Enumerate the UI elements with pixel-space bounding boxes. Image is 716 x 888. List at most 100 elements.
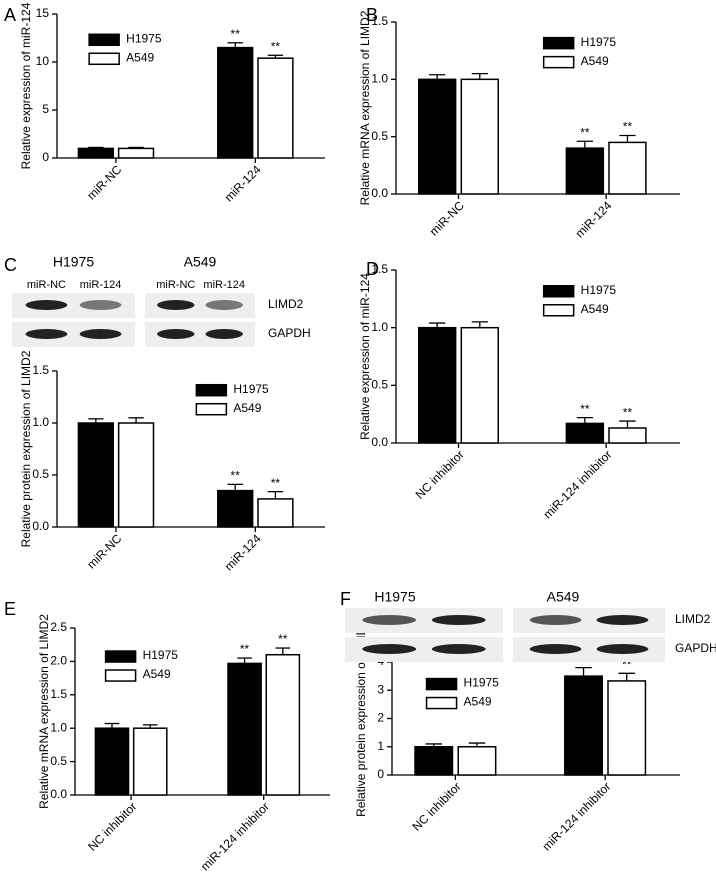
significance-label: ** xyxy=(240,642,250,656)
bar xyxy=(607,680,647,776)
bar xyxy=(608,141,647,195)
y-tick-label: 2 xyxy=(377,711,384,725)
legend-label: A549 xyxy=(464,695,492,709)
legend-swatch xyxy=(195,402,228,416)
legend-swatch xyxy=(542,55,575,69)
bar xyxy=(94,727,130,796)
y-tick-label: 0.5 xyxy=(371,378,388,392)
blot-lane-label: miR-NC xyxy=(27,279,66,291)
legend-swatch xyxy=(425,677,458,691)
bar xyxy=(77,147,115,159)
x-tick-label: miR-124 inhibitor xyxy=(539,779,613,853)
significance-label: ** xyxy=(278,632,288,646)
blot-band xyxy=(79,300,122,310)
y-tick-label: 15 xyxy=(36,6,50,20)
bar xyxy=(564,675,603,776)
blot-group-label: H1975 xyxy=(374,589,415,605)
blot-band xyxy=(431,644,486,654)
blot-lane-label: miR-NC xyxy=(156,279,195,291)
y-tick-label: 0.0 xyxy=(50,787,67,801)
blot-lane-label: miR-124 xyxy=(203,279,245,291)
blot-lane-label: miR-124 xyxy=(80,279,122,291)
y-tick-label: 0 xyxy=(377,767,384,781)
y-tick-label: 0.5 xyxy=(50,754,67,768)
legend-label: A549 xyxy=(143,667,171,681)
significance-label: ** xyxy=(623,120,633,134)
blot-band xyxy=(205,300,243,310)
y-tick-label: 0.0 xyxy=(32,519,49,533)
blot-band xyxy=(362,615,417,625)
legend-label: H1975 xyxy=(143,648,179,662)
legend-label: H1975 xyxy=(233,382,269,396)
y-tick-label: 3 xyxy=(377,682,384,696)
bar xyxy=(77,422,115,528)
significance-label: ** xyxy=(623,405,633,419)
y-tick-label: 1.5 xyxy=(32,363,49,377)
x-tick-label: miR-124 inhibitor xyxy=(540,447,614,521)
legend-label: H1975 xyxy=(464,676,500,690)
y-axis-label: Relative expression of miR-124 xyxy=(358,273,372,440)
x-tick-label: NC inhibitor xyxy=(85,799,139,853)
bar xyxy=(257,57,294,159)
y-tick-label: 1.5 xyxy=(371,14,388,28)
panel-label: F xyxy=(340,589,351,609)
significance-label: ** xyxy=(271,39,281,53)
bar xyxy=(608,427,647,444)
blot-group-label: A549 xyxy=(184,254,217,270)
legend-swatch xyxy=(542,285,575,298)
legend-swatch xyxy=(88,52,120,66)
y-tick-label: 1.5 xyxy=(371,262,388,276)
y-axis-label: Relative protein expression of LIMD2 xyxy=(19,350,33,547)
y-tick-label: 10 xyxy=(36,54,50,68)
x-tick-label: NC inhibitor xyxy=(413,447,467,501)
blot-band-label: GAPDH xyxy=(268,326,311,340)
x-tick-label: NC inhibitor xyxy=(409,779,463,833)
y-tick-label: 0.5 xyxy=(371,129,388,143)
blot-band xyxy=(205,329,243,339)
bar xyxy=(265,653,301,796)
blot-band xyxy=(596,644,649,654)
blot-band xyxy=(25,329,68,339)
x-tick-label: miR-NC xyxy=(84,162,124,202)
y-tick-label: 1.5 xyxy=(50,687,67,701)
x-tick-label: miR-124 xyxy=(222,162,264,204)
y-tick-label: 0.0 xyxy=(371,435,388,449)
legend-label: H1975 xyxy=(581,283,617,297)
legend-label: H1975 xyxy=(581,35,617,49)
blot-band-label: LIMD2 xyxy=(675,612,711,626)
y-tick-label: 0.5 xyxy=(32,467,49,481)
y-tick-label: 1.0 xyxy=(371,72,388,86)
bar xyxy=(417,326,457,444)
significance-label: ** xyxy=(580,402,590,416)
y-tick-label: 0 xyxy=(42,150,49,164)
blot-band xyxy=(431,615,486,625)
bar xyxy=(217,489,254,528)
panel-label: D xyxy=(366,259,379,279)
y-tick-label: 5 xyxy=(42,102,49,116)
bar xyxy=(565,147,605,195)
bar xyxy=(460,78,499,195)
y-tick-label: 1.0 xyxy=(32,415,49,429)
legend-swatch xyxy=(542,36,575,50)
y-tick-label: 2.5 xyxy=(50,620,67,634)
y-tick-label: 1.0 xyxy=(50,720,67,734)
panel-label: E xyxy=(4,599,16,619)
blot-group-label: A549 xyxy=(547,589,580,605)
y-axis-label: Relative protein expression of LIMD2 xyxy=(354,620,368,817)
panel-label: B xyxy=(366,5,378,25)
bar xyxy=(565,422,605,444)
blot-band xyxy=(157,300,195,310)
y-tick-label: 2.0 xyxy=(50,654,67,668)
blot-band xyxy=(529,644,582,654)
legend-label: A549 xyxy=(581,54,609,68)
blot-band xyxy=(529,615,582,625)
y-tick-label: 0.0 xyxy=(371,186,388,200)
legend-label: A549 xyxy=(233,401,261,415)
blot-group-label: H1975 xyxy=(53,254,94,270)
blot-band xyxy=(157,329,195,339)
y-axis-label: Relative mRNA expression of LIMD2 xyxy=(358,10,372,205)
y-axis-label: Relative expression of miR-124 xyxy=(19,2,33,169)
blot-band xyxy=(596,615,649,625)
significance-label: ** xyxy=(231,469,241,483)
